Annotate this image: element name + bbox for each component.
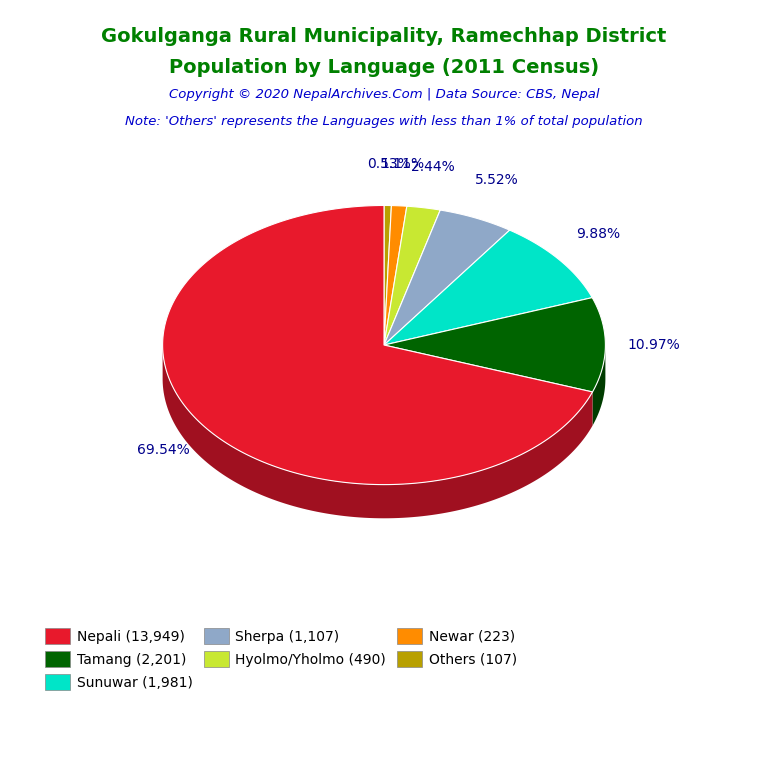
Polygon shape [384,206,392,345]
Text: 9.88%: 9.88% [576,227,620,241]
Text: 5.52%: 5.52% [475,173,518,187]
Polygon shape [384,210,510,345]
Text: Copyright © 2020 NepalArchives.Com | Data Source: CBS, Nepal: Copyright © 2020 NepalArchives.Com | Dat… [169,88,599,101]
Polygon shape [592,346,605,425]
Text: Gokulganga Rural Municipality, Ramechhap District: Gokulganga Rural Municipality, Ramechhap… [101,27,667,46]
Polygon shape [384,298,605,392]
Polygon shape [163,346,592,518]
Text: Note: 'Others' represents the Languages with less than 1% of total population: Note: 'Others' represents the Languages … [125,115,643,128]
Polygon shape [384,230,592,345]
Text: 10.97%: 10.97% [627,338,680,352]
Text: 0.53%: 0.53% [366,157,410,170]
Text: Population by Language (2011 Census): Population by Language (2011 Census) [169,58,599,77]
Polygon shape [163,206,592,485]
Text: 2.44%: 2.44% [411,160,454,174]
Text: 1.11%: 1.11% [380,157,425,171]
Polygon shape [384,206,407,345]
Polygon shape [384,207,440,345]
Legend: Nepali (13,949), Tamang (2,201), Sunuwar (1,981), Sherpa (1,107), Hyolmo/Yholmo : Nepali (13,949), Tamang (2,201), Sunuwar… [38,621,525,697]
Text: 69.54%: 69.54% [137,442,190,456]
